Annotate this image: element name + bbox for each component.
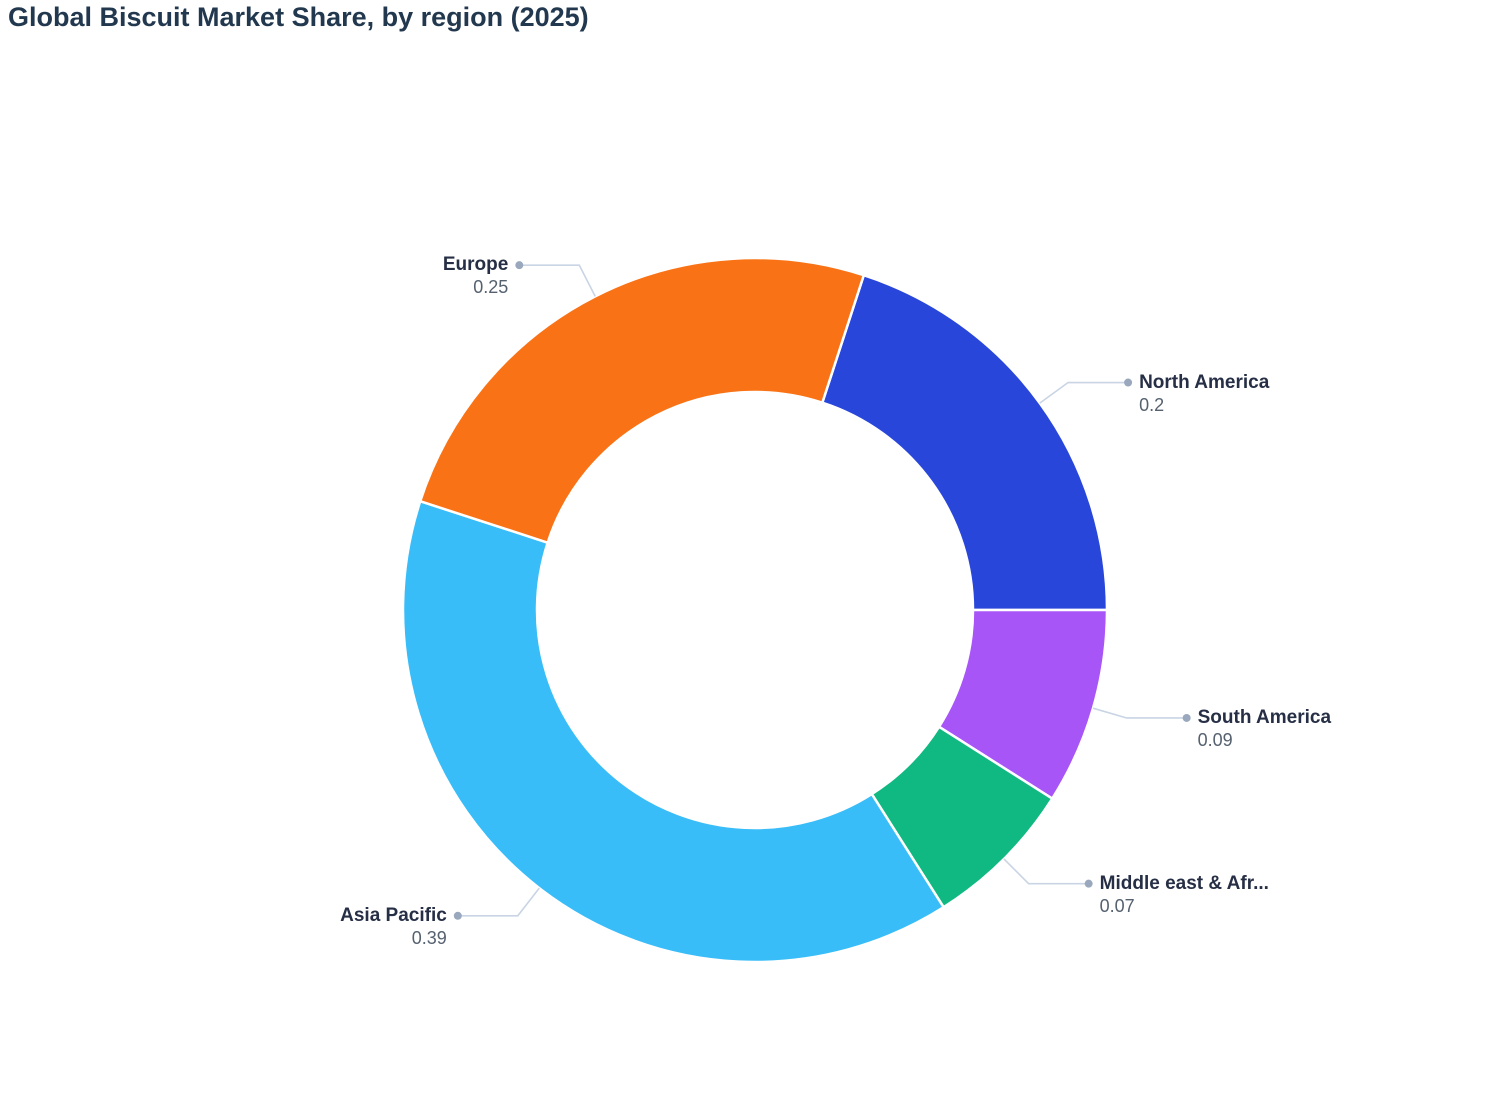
label-line-middle-east-afr	[1003, 858, 1089, 885]
slice-label-name: Europe	[442, 254, 509, 276]
slice-label-value: 0.2	[1139, 394, 1165, 415]
label-line-europe	[519, 264, 596, 297]
label-line-north-america	[1039, 381, 1129, 404]
label-line-asia-pacific	[457, 887, 540, 917]
label-line-south-america	[1092, 707, 1187, 719]
leader-lines-group	[453, 261, 1191, 920]
chart-title: Global Biscuit Market Share, by region (…	[8, 2, 589, 32]
slice-label-value: 0.09	[1197, 729, 1233, 750]
label-south-america: South America 0.09	[1198, 707, 1331, 751]
slices-group	[401, 256, 1109, 964]
slice-label-name: Middle east & Afr...	[1099, 872, 1269, 894]
slice-europe[interactable]	[418, 256, 866, 544]
label-north-america: North America 0.2	[1139, 372, 1269, 416]
slice-label-value: 0.39	[411, 927, 447, 948]
label-dot-europe	[515, 261, 524, 270]
slice-label-name: North America	[1139, 371, 1270, 393]
slice-label-name: Asia Pacific	[340, 904, 447, 926]
slice-north-america[interactable]	[821, 273, 1109, 612]
label-asia-pacific: Asia Pacific 0.39	[340, 905, 447, 949]
slice-asia-pacific[interactable]	[401, 499, 945, 964]
label-dot-asia-pacific	[453, 911, 462, 920]
label-dot-north-america	[1124, 378, 1133, 387]
label-dot-south-america	[1182, 713, 1191, 722]
label-europe: Europe 0.25	[443, 254, 508, 298]
slice-label-name: South America	[1197, 706, 1332, 728]
slice-label-value: 0.25	[473, 277, 509, 298]
label-dot-middle-east-afr	[1084, 879, 1093, 888]
label-middle-east-afr: Middle east & Afr... 0.07	[1100, 873, 1269, 917]
slice-label-value: 0.07	[1099, 895, 1135, 916]
